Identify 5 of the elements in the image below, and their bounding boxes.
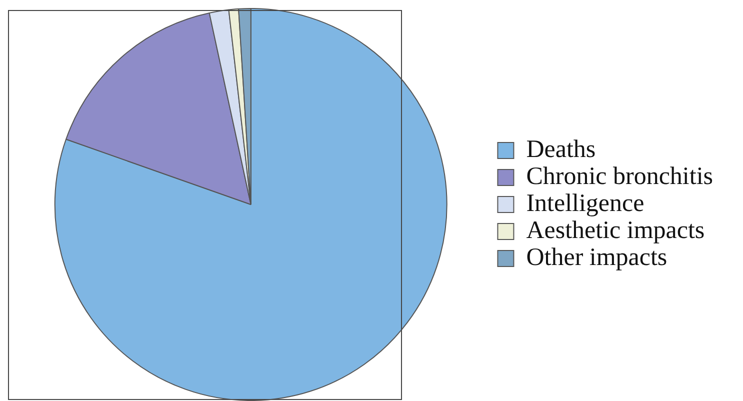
legend-label: Deaths: [526, 136, 596, 164]
legend-label: Other impacts: [526, 244, 668, 272]
legend-label: Aesthetic impacts: [526, 217, 705, 244]
legend-label: Chronic bronchitis: [526, 163, 713, 190]
legend-label: Intelligence: [526, 190, 644, 218]
